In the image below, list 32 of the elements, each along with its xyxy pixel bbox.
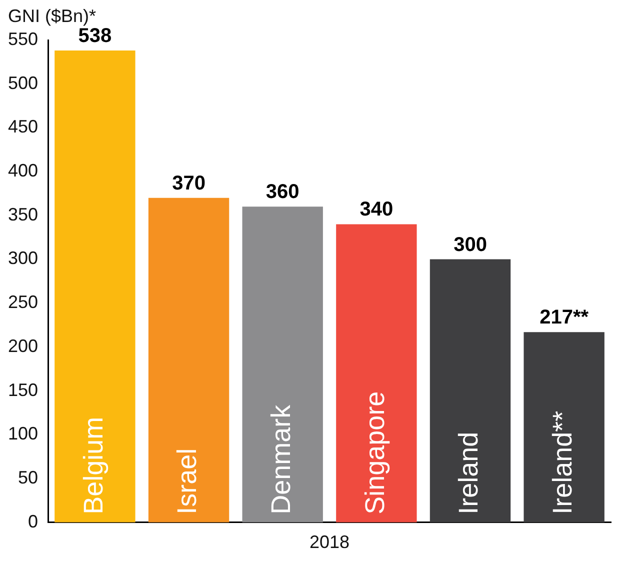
data-label: 538	[78, 25, 112, 48]
y-tick-label: 450	[8, 116, 38, 137]
data-label: 340	[360, 198, 394, 221]
y-tick-label: 100	[8, 424, 38, 444]
y-tick-label: 500	[8, 72, 38, 93]
y-tick-label: 0	[28, 511, 38, 532]
y-tick-label: 250	[8, 292, 38, 312]
y-tick-label: 50	[18, 468, 38, 488]
bar	[242, 206, 323, 522]
x-axis-title: 2018	[309, 532, 350, 552]
y-tick-label: 550	[8, 28, 38, 49]
bar	[430, 259, 511, 522]
y-tick-label: 350	[8, 204, 38, 224]
bar	[336, 224, 417, 522]
y-tick-label: 300	[8, 248, 38, 268]
x-tick-label: Belgium	[78, 416, 108, 514]
x-tick-label: Singapore	[360, 391, 390, 514]
x-tick-label: Ireland**	[548, 410, 578, 514]
y-tick-label: 400	[8, 160, 38, 181]
x-tick-label: Israel	[172, 448, 202, 514]
data-label: 370	[172, 172, 206, 194]
y-tick-label: 200	[8, 336, 38, 356]
bar	[524, 332, 604, 522]
bar	[148, 198, 230, 522]
x-tick-label: Ireland	[454, 432, 484, 514]
y-axis-title: GNI ($Bn)*	[8, 6, 96, 26]
x-tick-label: Denmark	[266, 404, 296, 514]
y-tick-label: 150	[8, 380, 38, 400]
bar	[54, 50, 136, 522]
data-label: 300	[454, 234, 487, 256]
data-label: 360	[266, 181, 300, 204]
data-label: 217**	[540, 306, 589, 329]
